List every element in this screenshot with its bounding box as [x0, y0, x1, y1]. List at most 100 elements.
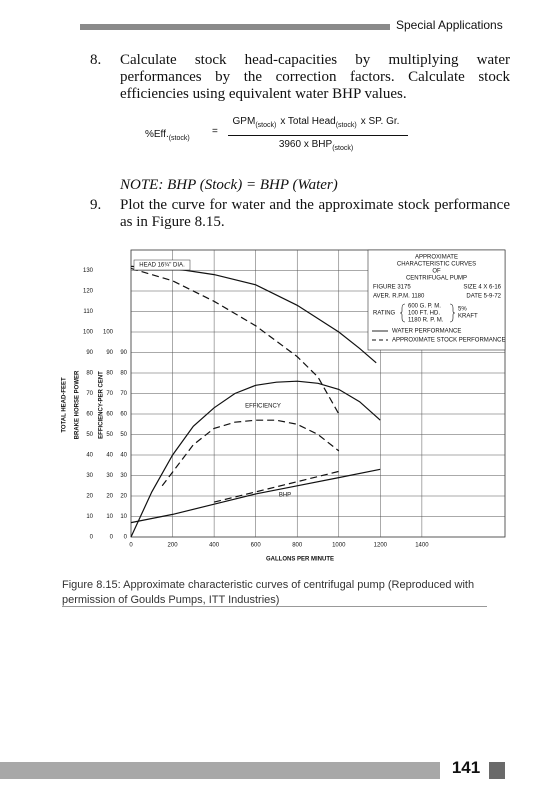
y-tick-label: 50 [120, 432, 127, 438]
y-tick-label: 10 [86, 514, 93, 520]
step-number: 8. [90, 52, 102, 68]
y-tick-label: 20 [106, 494, 113, 500]
y-tick-label: 130 [83, 268, 94, 274]
y-tick-label: 20 [86, 494, 93, 500]
y-tick-label: 20 [120, 494, 127, 500]
y-tick-label: 60 [86, 412, 93, 418]
legend-box [367, 249, 506, 351]
y-axis-title: TOTAL HEAD-FEET [62, 377, 68, 433]
x-tick-label: 1200 [374, 543, 388, 549]
curve-label: HEAD 16¾" DIA. [139, 263, 185, 269]
formula-text: GPM [232, 116, 256, 127]
formula-text: 3960 x BHP [278, 139, 333, 150]
legend-rating: RATING [373, 311, 396, 317]
legend-rating-value: 100 FT. HD. [408, 311, 440, 317]
x-tick-label: 0 [129, 543, 133, 549]
y-tick-label: 40 [86, 453, 93, 459]
y-tick-label: 60 [106, 412, 113, 418]
step-text: Plot the curve for water and the approxi… [120, 197, 510, 230]
curve [130, 380, 381, 538]
step-number: 9. [90, 197, 102, 213]
y-tick-label: 80 [106, 371, 113, 377]
x-tick-label: 200 [168, 543, 179, 549]
y-tick-label: 90 [120, 350, 127, 356]
legend-rating-note: 5% [458, 307, 467, 313]
y-tick-label: 0 [90, 535, 94, 541]
formula-text: x Total Head [280, 116, 336, 127]
y-tick-label: 90 [106, 350, 113, 356]
annotation-box [133, 259, 191, 271]
header-bar [80, 24, 390, 30]
y-axis-title: EFFICIENCY-PER CENT [99, 371, 105, 439]
y-tick-label: 80 [120, 371, 127, 377]
y-tick-label: 10 [106, 514, 113, 520]
legend-entry: APPROXIMATE STOCK PERFORMANCE [392, 338, 505, 344]
y-tick-label: 30 [106, 473, 113, 479]
brace [449, 303, 456, 323]
fraction-bar [228, 135, 408, 136]
x-tick-label: 600 [251, 543, 262, 549]
page-number: 141 [451, 758, 481, 777]
curve [130, 267, 340, 415]
formula-subscript: (stock) [255, 122, 277, 129]
legend-rating-value: 1180 R. P. M. [408, 318, 444, 324]
y-tick-label: 100 [103, 330, 114, 336]
y-tick-label: 90 [86, 350, 93, 356]
formula-text: %Eff. [145, 129, 169, 140]
y-tick-label: 30 [120, 473, 127, 479]
formula-subscript: (stock) [332, 145, 354, 152]
y-tick-label: 40 [106, 453, 113, 459]
curve [213, 470, 339, 503]
y-tick-label: 70 [86, 391, 93, 397]
legend-rating-note: KRAFT [458, 314, 478, 320]
legend-row: SIZE 4 X 6-16 [463, 285, 501, 291]
formula-subscript: (stock) [168, 135, 190, 142]
y-tick-label: 0 [110, 535, 114, 541]
legend-row: DATE 5-9-72 [466, 294, 501, 300]
x-tick-label: 800 [292, 543, 303, 549]
curve [161, 419, 340, 487]
note: NOTE: BHP (Stock) = BHP (Water) [120, 177, 338, 193]
y-tick-label: 70 [120, 391, 127, 397]
x-tick-label: 1400 [415, 543, 429, 549]
curve [130, 265, 377, 364]
brace [399, 303, 406, 323]
y-tick-label: 40 [120, 453, 127, 459]
legend-title: CHARACTERISTIC CURVES [397, 262, 476, 268]
y-tick-label: 100 [83, 330, 94, 336]
legend-row: FIGURE 3175 [373, 285, 411, 291]
legend-row: AVER. R.P.M. 1180 [373, 294, 425, 300]
formula-subscript: (stock) [335, 122, 357, 129]
y-axis-title: BRAKE HORSE POWER [75, 370, 81, 439]
y-tick-label: 30 [86, 473, 93, 479]
x-tick-label: 400 [209, 543, 220, 549]
y-tick-label: 80 [86, 371, 93, 377]
y-tick-label: 50 [106, 432, 113, 438]
legend-title: CENTRIFUGAL PUMP [406, 276, 467, 282]
legend-title: OF [432, 269, 441, 275]
header-title: Special Applications [396, 18, 503, 32]
y-tick-label: 110 [83, 309, 93, 315]
x-tick-label: 1000 [332, 543, 346, 549]
legend-title: APPROXIMATE [415, 255, 458, 261]
y-tick-label: 10 [120, 514, 127, 520]
caption-rule [62, 606, 487, 607]
y-tick-label: 120 [83, 289, 94, 295]
formula-lhs: %Eff.(stock) [145, 129, 194, 142]
formula-equals: = [212, 126, 218, 137]
formula-numerator: GPM(stock) x Total Head(stock) x SP. Gr. [228, 116, 408, 129]
legend-rating-value: 600 G. P. M. [408, 304, 441, 310]
y-tick-label: 0 [124, 535, 128, 541]
curve-label: EFFICIENCY [245, 404, 281, 410]
x-axis-title: GALLONS PER MINUTE [266, 557, 334, 563]
y-tick-label: 60 [120, 412, 127, 418]
curve [130, 468, 381, 524]
formula-text: x SP. Gr. [360, 116, 400, 127]
step-text: Calculate stock head-capacities by multi… [120, 52, 510, 102]
y-tick-label: 70 [106, 391, 113, 397]
curve-label: BHP [279, 493, 291, 499]
formula-denominator: 3960 x BHP(stock) [228, 139, 408, 152]
footer-block [489, 762, 505, 779]
y-tick-label: 50 [86, 432, 93, 438]
